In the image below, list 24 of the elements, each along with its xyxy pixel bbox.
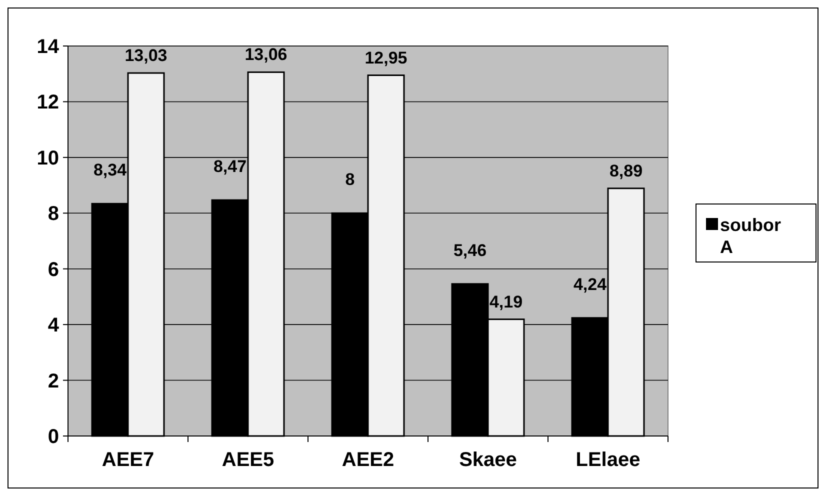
y-tick-label: 6 xyxy=(48,258,59,281)
legend-label: soubor A xyxy=(720,215,781,257)
y-tick-label: 0 xyxy=(48,426,59,448)
y-tick-label: 14 xyxy=(36,36,60,58)
data-label: 13,03 xyxy=(124,46,168,66)
x-tick-label: Skaee xyxy=(459,449,517,471)
y-tick-label: 8 xyxy=(48,203,59,226)
y-tick-label: 12 xyxy=(36,92,59,114)
data-label: 4,19 xyxy=(489,292,523,312)
y-tick-label: 2 xyxy=(48,370,59,392)
x-tick-label: AEE7 xyxy=(102,449,154,471)
data-label: 8,89 xyxy=(609,161,643,180)
y-tick-label: 10 xyxy=(36,147,59,170)
x-tick-label: LElaee xyxy=(576,449,640,471)
x-tick-label: AEE2 xyxy=(342,449,394,471)
data-label: 8,47 xyxy=(213,157,247,176)
data-label: 5,46 xyxy=(453,240,487,260)
data-label: 4,24 xyxy=(573,274,608,294)
data-label: 13,06 xyxy=(244,45,288,64)
x-tick-label: AEE5 xyxy=(222,449,274,471)
data-label: 8 xyxy=(345,170,355,190)
data-label: 12,95 xyxy=(364,48,408,68)
data-label: 8,34 xyxy=(93,160,128,180)
y-tick-label: 4 xyxy=(48,314,60,337)
